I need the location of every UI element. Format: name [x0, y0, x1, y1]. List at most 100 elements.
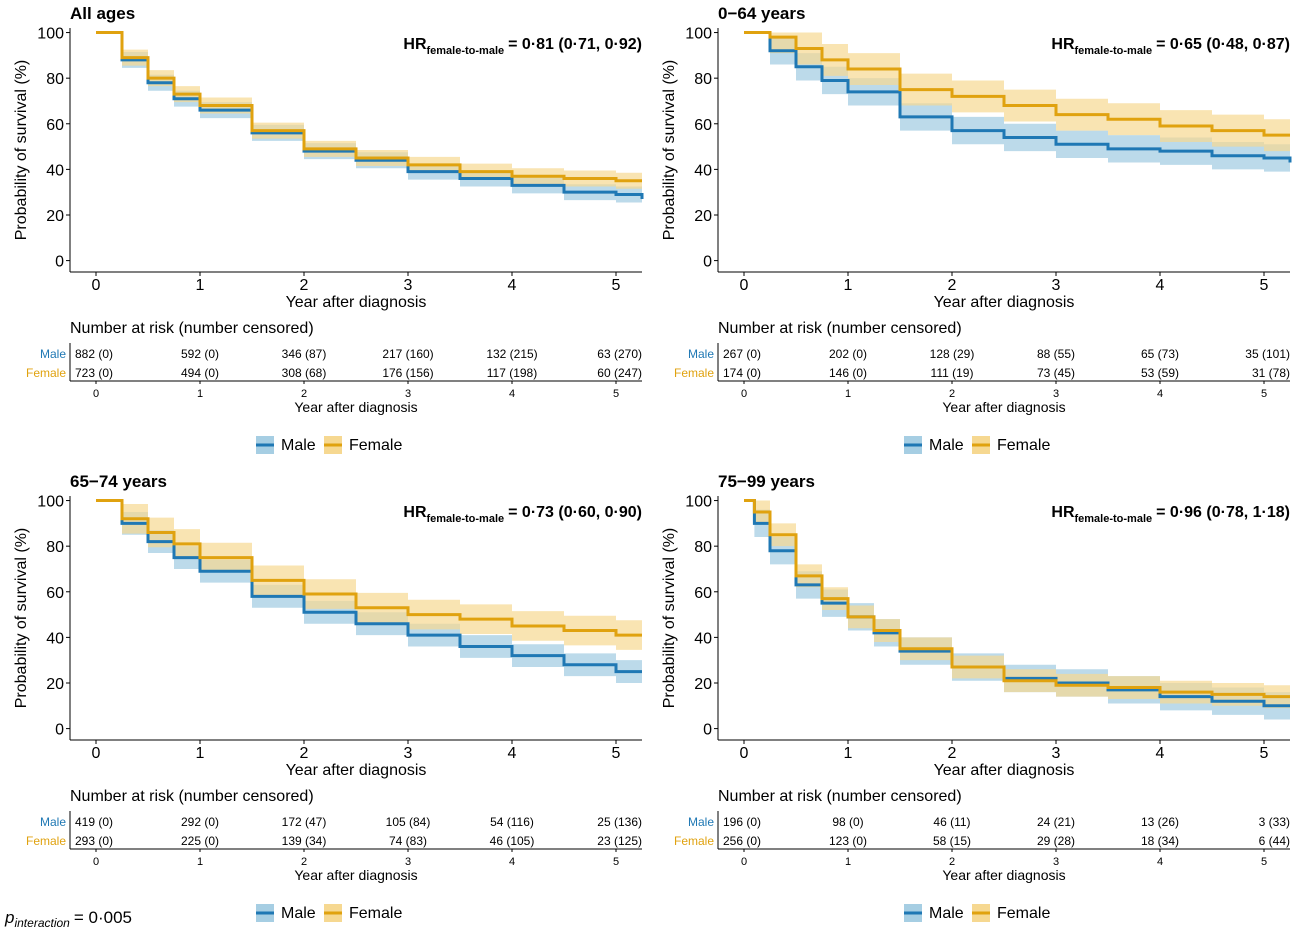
risk-male-cell: 35 (101)	[1245, 347, 1290, 361]
panel-title: 65−74 years	[70, 472, 167, 491]
risk-female-cell: 225 (0)	[181, 834, 219, 848]
x-tick-label: 5	[1260, 745, 1269, 762]
risk-female-cell: 18 (34)	[1141, 834, 1179, 848]
risk-male-cell: 882 (0)	[75, 347, 113, 361]
risk-female-cell: 256 (0)	[723, 834, 761, 848]
hr-value: = 0·81 (0·71, 0·92)	[508, 36, 642, 53]
risk-male-cell: 13 (26)	[1141, 815, 1179, 829]
p-subscript: interaction	[14, 916, 70, 930]
risk-x-tick-label: 1	[845, 856, 851, 868]
panel-2: 0−64 years HRfemale-to-male = 0·65 (0·48, …	[661, 4, 1292, 454]
risk-x-axis-label: Year after diagnosis	[294, 399, 417, 415]
risk-male-label: Male	[40, 815, 66, 829]
y-tick-label: 100	[685, 494, 712, 511]
risk-male-cell: 128 (29)	[930, 347, 975, 361]
risk-male-cell: 592 (0)	[181, 347, 219, 361]
risk-x-tick-label: 5	[1261, 856, 1267, 868]
legend: Male Female	[904, 436, 1050, 454]
hr-subscript: female-to-male	[427, 513, 505, 525]
legend-male-label: Male	[929, 905, 964, 922]
hr-prefix: HR	[1051, 504, 1075, 521]
risk-male-cell: 63 (270)	[597, 347, 642, 361]
x-tick-label: 4	[1156, 277, 1165, 294]
risk-female-cell: 123 (0)	[829, 834, 867, 848]
x-tick-label: 0	[92, 277, 101, 294]
risk-x-tick-label: 4	[509, 388, 515, 400]
x-tick-label: 2	[948, 745, 957, 762]
risk-female-cell: 31 (78)	[1252, 366, 1290, 380]
risk-male-cell: 24 (21)	[1037, 815, 1075, 829]
risk-male-cell: 46 (11)	[933, 815, 970, 829]
risk-x-tick-label: 0	[741, 388, 747, 400]
y-tick-label: 0	[55, 722, 64, 739]
risk-table-title: Number at risk (number censored)	[70, 788, 314, 805]
hr-prefix: HR	[403, 504, 427, 521]
legend-female-label: Female	[349, 437, 402, 454]
male-survival-line	[744, 31, 1292, 163]
risk-female-cell: 308 (68)	[282, 366, 327, 380]
risk-male-cell: 202 (0)	[829, 347, 867, 361]
y-tick-label: 20	[694, 676, 712, 693]
panel-3: 65−74 years HRfemale-to-male = 0·73 (0·60,…	[13, 472, 642, 922]
y-tick-label: 100	[685, 26, 712, 43]
female-ci-band	[744, 500, 1290, 709]
risk-male-cell: 65 (73)	[1141, 347, 1179, 361]
female-ci-band	[744, 32, 1290, 152]
risk-male-cell: 88 (55)	[1037, 347, 1075, 361]
male-survival-line	[96, 499, 642, 674]
risk-x-tick-label: 4	[509, 856, 515, 868]
risk-table-title: Number at risk (number censored)	[718, 320, 962, 337]
hr-value: = 0·73 (0·60, 0·90)	[508, 504, 642, 521]
y-tick-label: 20	[46, 676, 64, 693]
x-tick-label: 1	[844, 277, 853, 294]
risk-x-tick-label: 1	[197, 388, 203, 400]
x-axis-label: Year after diagnosis	[286, 294, 427, 311]
risk-x-tick-label: 4	[1157, 856, 1163, 868]
risk-female-cell: 723 (0)	[75, 366, 113, 380]
risk-female-cell: 139 (34)	[282, 834, 327, 848]
p-interaction: pinteraction = 0·005	[4, 908, 132, 930]
risk-female-cell: 60 (247)	[597, 366, 642, 380]
hr-annotation: HRfemale-to-male = 0·73 (0·60, 0·90)	[403, 504, 642, 525]
risk-male-cell: 217 (160)	[382, 347, 433, 361]
hr-prefix: HR	[1051, 36, 1075, 53]
legend-female-label: Female	[997, 437, 1050, 454]
legend-male-label: Male	[281, 905, 316, 922]
x-axis-label: Year after diagnosis	[934, 762, 1075, 779]
risk-female-label: Female	[26, 834, 66, 848]
y-tick-label: 80	[694, 539, 712, 556]
y-axis-label: Probability of survival (%)	[13, 528, 30, 709]
hr-subscript: female-to-male	[1075, 513, 1153, 525]
panel-title: 75−99 years	[718, 472, 815, 491]
risk-female-cell: 146 (0)	[829, 366, 867, 380]
legend: Male Female	[904, 904, 1050, 922]
y-tick-label: 0	[55, 254, 64, 271]
x-tick-label: 1	[844, 745, 853, 762]
risk-female-label: Female	[674, 366, 714, 380]
female-ci-band	[96, 500, 642, 650]
hr-annotation: HRfemale-to-male = 0·65 (0·48, 0·87)	[1051, 36, 1290, 57]
y-axis-label: Probability of survival (%)	[661, 528, 678, 709]
hr-subscript: female-to-male	[427, 45, 505, 57]
risk-x-axis-label: Year after diagnosis	[294, 867, 417, 883]
x-tick-label: 0	[740, 745, 749, 762]
x-tick-label: 5	[612, 745, 621, 762]
risk-x-tick-label: 3	[1053, 388, 1059, 400]
risk-x-tick-label: 3	[1053, 856, 1059, 868]
y-axis-label: Probability of survival (%)	[661, 60, 678, 241]
risk-female-cell: 73 (45)	[1037, 366, 1075, 380]
risk-female-cell: 53 (59)	[1141, 366, 1179, 380]
y-tick-label: 80	[46, 71, 64, 88]
risk-x-tick-label: 0	[93, 856, 99, 868]
y-tick-label: 60	[46, 585, 64, 602]
risk-male-label: Male	[688, 815, 714, 829]
y-tick-label: 20	[694, 208, 712, 225]
risk-x-tick-label: 0	[741, 856, 747, 868]
risk-female-cell: 23 (125)	[597, 834, 642, 848]
panel-title: All ages	[70, 4, 135, 23]
risk-female-cell: 6 (44)	[1259, 834, 1290, 848]
risk-x-tick-label: 0	[93, 388, 99, 400]
risk-x-tick-label: 3	[405, 856, 411, 868]
risk-male-cell: 54 (116)	[490, 815, 534, 829]
